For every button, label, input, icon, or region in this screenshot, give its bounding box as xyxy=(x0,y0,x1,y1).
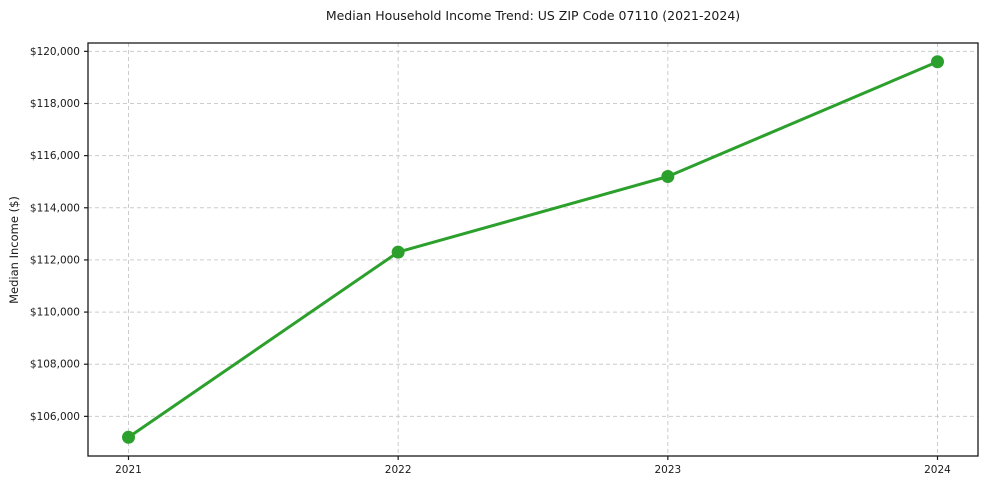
x-tick-label: 2021 xyxy=(115,464,142,476)
y-tick-label: $106,000 xyxy=(30,411,80,423)
data-point xyxy=(661,169,675,183)
y-tick-label: $110,000 xyxy=(30,307,80,319)
x-tick-label: 2022 xyxy=(385,464,412,476)
y-tick-label: $108,000 xyxy=(30,359,80,371)
y-tick-label: $118,000 xyxy=(30,98,80,110)
chart-title: Median Household Income Trend: US ZIP Co… xyxy=(325,8,741,23)
y-tick-label: $120,000 xyxy=(30,46,80,58)
plot-border xyxy=(87,42,979,457)
x-tick-label: 2023 xyxy=(654,464,681,476)
y-tick-label: $114,000 xyxy=(30,202,80,214)
x-tick-label: 2024 xyxy=(924,464,951,476)
data-point xyxy=(391,245,405,259)
y-tick-label: $112,000 xyxy=(30,254,80,266)
y-tick-label: $116,000 xyxy=(30,150,80,162)
trend-line xyxy=(127,60,939,439)
data-point xyxy=(122,430,135,444)
data-point xyxy=(931,55,944,69)
